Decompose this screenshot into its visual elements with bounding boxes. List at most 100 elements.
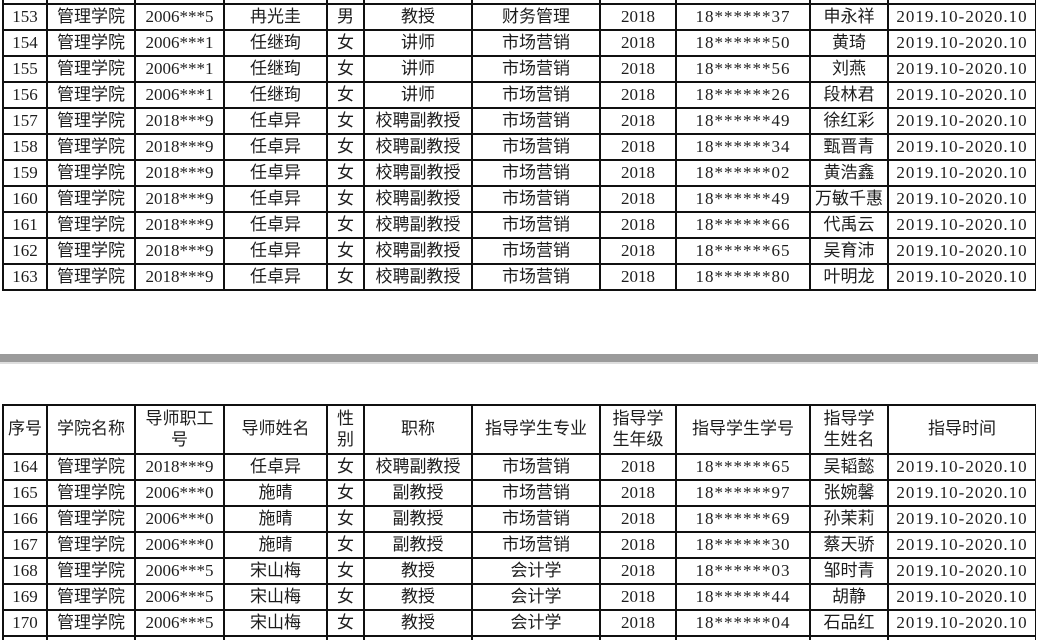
table-cell: 叶明龙: [809, 263, 889, 291]
table-cell: 168: [2, 557, 48, 585]
table-cell: 任卓异: [223, 453, 328, 481]
table-cell: 市场营销: [471, 29, 601, 57]
table-cell: 管理学院: [46, 3, 136, 31]
table-cell: 2019.10-2020.10: [887, 159, 1036, 187]
table-cell: 18******04: [675, 609, 811, 637]
table-cell: 吴育沛: [809, 237, 889, 265]
table-cell: 2019.10-2020.10: [887, 29, 1036, 57]
table-cell: 2018: [599, 237, 677, 265]
table-cell: 任继珣: [223, 55, 328, 83]
table-row: 164 管理学院 2018***9 任卓异女校聘副教授 市场营销 2018 18******…: [2, 453, 1036, 481]
table-cell: 教授: [363, 3, 473, 31]
table-cell: 市场营销: [471, 479, 601, 507]
table-cell: 154: [2, 29, 48, 57]
table-cell: 18******50: [675, 29, 811, 57]
table-cell: 18******65: [675, 453, 811, 481]
table-cell: 管理学院: [46, 211, 136, 239]
table-cell: 任继珣: [223, 81, 328, 109]
column-header-student-grade: 指导学 生年级: [599, 404, 677, 455]
table-cell: 吴韬懿: [809, 453, 889, 481]
table-cell: 女: [326, 557, 365, 585]
table-cell: 施晴: [223, 479, 328, 507]
table-cell: 166: [2, 505, 48, 533]
table-cell: 2018: [599, 55, 677, 83]
table-cell: 2019.10-2020.10: [887, 55, 1036, 83]
table-cell: 2018: [599, 29, 677, 57]
table-cell: 黄琦: [809, 29, 889, 57]
table-cell: 市场营销: [471, 133, 601, 161]
advisor-table-lower-body: 164 管理学院 2018***9 任卓异女校聘副教授 市场营销 2018 18******…: [2, 453, 1036, 640]
column-header-college: 学院名称: [46, 404, 136, 455]
table-cell: 女: [326, 505, 365, 533]
table-cell: 2018***9: [134, 159, 225, 187]
table-cell: 2018***9: [134, 211, 225, 239]
table-cell: 宋山梅: [223, 609, 328, 637]
table-row: 162 管理学院 2018***9 任卓异女校聘副教授 市场营销 2018 18******…: [2, 237, 1036, 265]
table-cell: 女: [326, 29, 365, 57]
table-cell: 刘燕: [809, 55, 889, 83]
table-cell: 胡静: [809, 583, 889, 611]
table-cell: 女: [326, 107, 365, 135]
table-cell: 任卓异: [223, 185, 328, 213]
table-cell: 2019.10-2020.10: [887, 81, 1036, 109]
table-cell: 女: [326, 133, 365, 161]
table-row: 163 管理学院 2018***9 任卓异女校聘副教授 市场营销 2018 18******…: [2, 263, 1036, 291]
table-cell: 孙茉莉: [809, 505, 889, 533]
table-cell: 2018: [599, 159, 677, 187]
table-row: 166 管理学院 2006***0 施晴女副教授 市场营销 2018 18******69 孙…: [2, 505, 1036, 533]
table-cell: 管理学院: [46, 479, 136, 507]
table-cell: 2018: [599, 609, 677, 637]
table-cell: 校聘副教授: [363, 107, 473, 135]
table-cell: 邹时青: [809, 557, 889, 585]
table-cell: 蔡天骄: [809, 531, 889, 559]
table-cell: 申永祥: [809, 3, 889, 31]
table-cell: 18******56: [675, 55, 811, 83]
table-cell: 管理学院: [46, 107, 136, 135]
table-cell: 任卓异: [223, 159, 328, 187]
table-cell: 2018***9: [134, 237, 225, 265]
table-row: 160 管理学院 2018***9 任卓异女校聘副教授 市场营销 2018 18******…: [2, 185, 1036, 213]
table-cell: 2019.10-2020.10: [887, 609, 1036, 637]
table-cell: 市场营销: [471, 263, 601, 291]
table-cell: 管理学院: [46, 609, 136, 637]
table-cell: 市场营销: [471, 55, 601, 83]
table-cell: 会计学: [471, 609, 601, 637]
table-cell: 管理学院: [46, 531, 136, 559]
table-cell: 2006***5: [134, 609, 225, 637]
table-row: 156 管理学院 2006***1 任继珣女讲师 市场营销 2018 18******26 段…: [2, 81, 1036, 109]
table-cell: 157: [2, 107, 48, 135]
table-cell: 市场营销: [471, 531, 601, 559]
table-cell: 165: [2, 479, 48, 507]
page-break-separator: [0, 354, 1038, 362]
table-cell: 18******66: [675, 211, 811, 239]
table-cell: 校聘副教授: [363, 133, 473, 161]
table-cell: 2019.10-2020.10: [887, 453, 1036, 481]
column-header-student-id: 指导学生学号: [675, 404, 811, 455]
table-cell: 169: [2, 583, 48, 611]
table-cell: 女: [326, 81, 365, 109]
table-cell: 段林君: [809, 81, 889, 109]
table-cell: 2019.10-2020.10: [887, 133, 1036, 161]
table-cell: 18******30: [675, 531, 811, 559]
table-cell: 管理学院: [46, 29, 136, 57]
table-cell: 张婉馨: [809, 479, 889, 507]
table-cell: 2006***5: [134, 3, 225, 31]
table-cell: 女: [326, 479, 365, 507]
table-cell: 2018: [599, 505, 677, 533]
table-cell: 2018: [599, 531, 677, 559]
table-cell: 2006***0: [134, 531, 225, 559]
table-cell: 2018***9: [134, 453, 225, 481]
table-cell: 任卓异: [223, 107, 328, 135]
table-cell: 2006***1: [134, 29, 225, 57]
table-row: 154 管理学院 2006***1 任继珣女讲师 市场营销 2018 18******50 黄…: [2, 29, 1036, 57]
table-cell: 2019.10-2020.10: [887, 3, 1036, 31]
table-row: 168 管理学院 2006***5 宋山梅女教授 会计学 2018 18******03 邹时…: [2, 557, 1036, 585]
table-cell: 管理学院: [46, 453, 136, 481]
column-header-guidance-period: 指导时间: [887, 404, 1036, 455]
table-row: 161 管理学院 2018***9 任卓异女校聘副教授 市场营销 2018 18******…: [2, 211, 1036, 239]
table-cell: 市场营销: [471, 453, 601, 481]
table-cell: 会计学: [471, 583, 601, 611]
table-cell: 市场营销: [471, 107, 601, 135]
table-cell: 市场营销: [471, 237, 601, 265]
table-cell: 2018***9: [134, 263, 225, 291]
